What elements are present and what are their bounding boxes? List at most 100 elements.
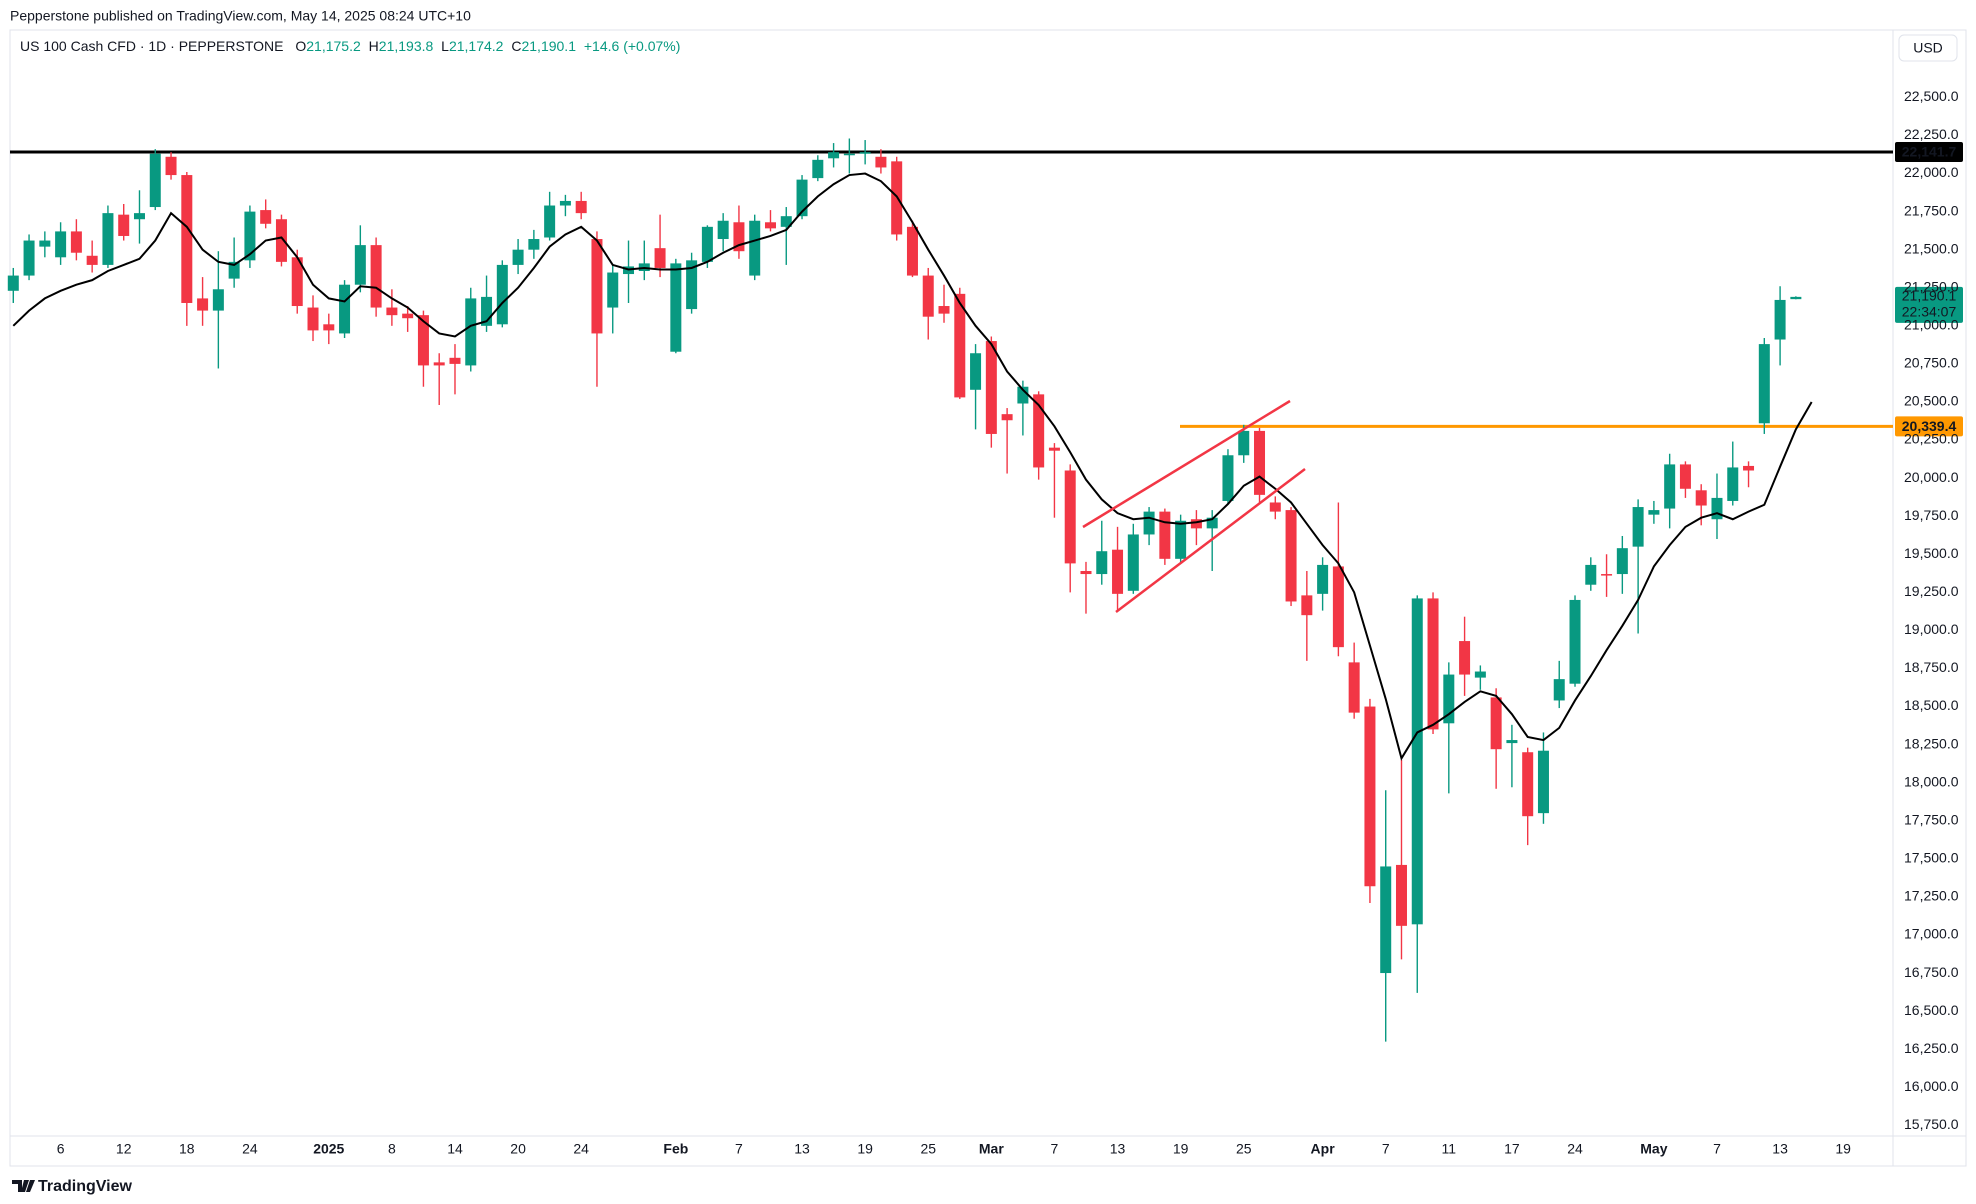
candle-body [859,152,871,154]
candle-body [1664,464,1676,509]
candle-body [1490,697,1502,750]
symbol[interactable]: US 100 Cash CFD · 1D · PEPPERSTONE [20,38,283,54]
candle-body [1711,497,1723,520]
y-tick-label: 19,750.0 [1904,507,1959,523]
candle-body [1380,866,1392,974]
y-tick-label: 16,000.0 [1904,1078,1959,1094]
candle-body [1758,344,1770,424]
y-tick-label: 20,250.0 [1904,431,1959,447]
brand-name: TradingView [38,1178,133,1195]
candle-body [544,205,556,238]
candle-body [417,315,429,366]
candle-body [1159,511,1171,559]
y-tick-label: 19,500.0 [1904,545,1959,561]
y-tick-label: 18,000.0 [1904,773,1959,789]
y-tick-label: 17,500.0 [1904,850,1959,866]
x-tick-label: 17 [1504,1141,1520,1157]
candle-body [244,211,256,261]
y-tick-label: 20,000.0 [1904,469,1959,485]
currency-button[interactable] [1898,34,1958,62]
candle-body [512,249,524,265]
candle-body [228,261,240,279]
candle-body [922,275,934,317]
candle-body [749,220,761,276]
candle-body [1127,534,1139,591]
candle-body [1569,599,1581,684]
candle-body [528,239,540,250]
x-tick-label: Feb [663,1141,688,1157]
y-tick-label: 18,250.0 [1904,735,1959,751]
candle-body [1222,455,1234,501]
candle-body [1206,517,1218,529]
candle-body [433,362,445,366]
y-tick-label: 17,750.0 [1904,811,1959,827]
y-tick-label: 18,500.0 [1904,697,1959,713]
x-tick-label: 11 [1442,1141,1457,1157]
candle-body [575,200,587,214]
candle-body [197,298,209,311]
candle-body [402,313,414,319]
candle-body [1064,470,1076,564]
x-tick-label: 12 [116,1141,132,1157]
y-tick-label: 20,500.0 [1904,393,1959,409]
x-tick-label: 20 [510,1141,526,1157]
candle-body [654,248,666,268]
candle-body [875,156,887,168]
y-tick-label: 17,000.0 [1904,926,1959,942]
level-price-label: 20,339.4 [1902,418,1957,434]
candle-body [1632,507,1644,547]
level-price-label: 22,141.7 [1902,144,1957,160]
ohlc-legend: US 100 Cash CFD · 1D · PEPPERSTONE O21,1… [20,38,680,54]
candle-body [212,289,224,311]
last-price-label: 21,190.1 [1902,288,1957,304]
candle-body [1459,641,1471,675]
currency-label[interactable]: USD [1913,40,1943,56]
candle-body [717,220,729,240]
candle-body [1774,299,1786,340]
y-tick-label: 21,750.0 [1904,202,1959,218]
candle-body [1112,549,1124,594]
candle-body [1427,598,1439,730]
candle-body [1506,740,1518,744]
x-tick-label: 24 [242,1141,258,1157]
low-value: 21,174.2 [449,38,504,54]
candle-body [1269,502,1281,512]
moving-average-line [12,172,1813,761]
x-tick-label: 19 [857,1141,873,1157]
candle-body [812,159,824,179]
candle-body [1238,430,1250,456]
candle-body [165,156,177,176]
candle-body [1301,595,1313,616]
candle-body [1411,598,1423,925]
y-tick-label: 18,750.0 [1904,659,1959,675]
x-tick-label: 25 [920,1141,936,1157]
candle-body [260,210,272,224]
candle-body [906,226,918,276]
candle-body [449,357,461,364]
candle-body [354,245,366,285]
candle-body [307,307,319,331]
candle-body [733,222,745,252]
change-value: +14.6 (+0.07%) [584,38,681,54]
candle-body [1332,566,1344,648]
candle-body [607,272,619,308]
x-tick-label: Apr [1311,1141,1336,1157]
x-tick-label: 25 [1236,1141,1252,1157]
y-tick-label: 19,250.0 [1904,583,1959,599]
x-tick-label: 13 [1110,1141,1126,1157]
x-tick-label: 13 [1772,1141,1788,1157]
candle-body [1364,706,1376,887]
logo-mark [12,1180,35,1192]
y-tick-label: 16,250.0 [1904,1040,1959,1056]
candle-body [1537,750,1549,814]
level-price-tag [1895,141,1963,162]
y-tick-label: 16,500.0 [1904,1002,1959,1018]
candle-body [1254,430,1266,495]
candle-body [1317,564,1329,594]
y-tick-label: 22,250.0 [1904,126,1959,142]
candle-body [985,341,997,434]
candle-body [1601,574,1613,576]
candle-body [1474,671,1486,678]
candle-body [1190,519,1202,529]
wedge-lower-trendline [1115,468,1306,613]
